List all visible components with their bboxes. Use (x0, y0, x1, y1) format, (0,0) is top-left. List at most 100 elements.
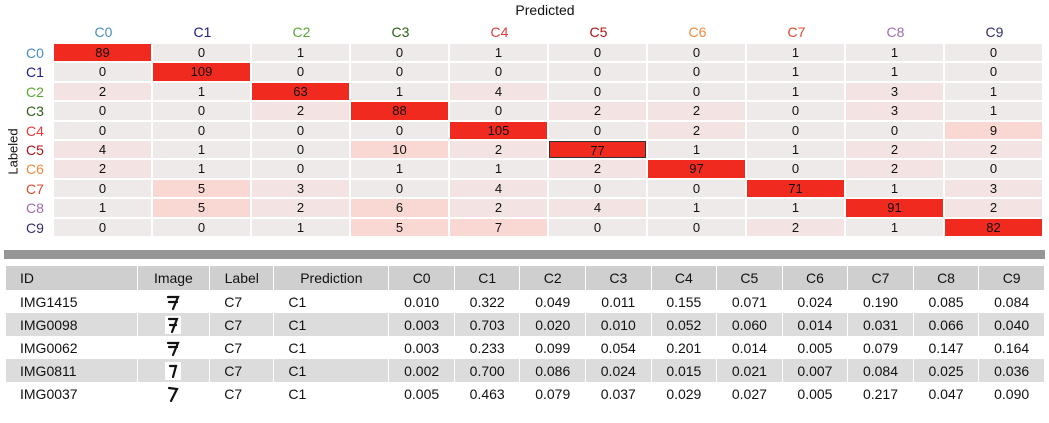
matrix-row-header-c3[interactable]: C3 (26, 103, 44, 120)
matrix-cell[interactable]: 0 (549, 121, 646, 139)
matrix-cell[interactable]: 0 (450, 102, 547, 120)
matrix-cell[interactable]: 0 (945, 63, 1042, 81)
matrix-cell[interactable]: 0 (549, 179, 646, 198)
matrix-cell[interactable]: 88 (351, 102, 448, 120)
matrix-cell[interactable]: 0 (747, 160, 844, 178)
column-header-c9[interactable]: C9 (978, 266, 1045, 290)
matrix-cell[interactable]: 71 (747, 179, 844, 198)
matrix-row-header-c2[interactable]: C2 (26, 83, 44, 100)
matrix-cell[interactable]: 4 (450, 82, 547, 101)
matrix-cell[interactable]: 0 (54, 63, 151, 81)
matrix-cell[interactable]: 0 (153, 121, 250, 139)
matrix-cell[interactable]: 2 (846, 140, 943, 159)
matrix-cell[interactable]: 1 (252, 44, 349, 62)
matrix-cell[interactable]: 0 (54, 102, 151, 120)
matrix-col-header-c8[interactable]: C8 (886, 24, 905, 40)
column-header-c2[interactable]: C2 (519, 266, 587, 290)
matrix-cell[interactable]: 2 (648, 121, 745, 139)
matrix-cell[interactable]: 0 (549, 218, 646, 236)
matrix-cell[interactable]: 2 (54, 82, 151, 101)
matrix-cell[interactable]: 1 (153, 140, 250, 159)
matrix-cell[interactable]: 7 (450, 218, 547, 236)
matrix-cell[interactable]: 2 (450, 199, 547, 217)
matrix-cell[interactable]: 0 (648, 218, 745, 236)
matrix-col-header-c5[interactable]: C5 (589, 24, 608, 40)
matrix-cell[interactable]: 1 (450, 160, 547, 178)
column-header-image[interactable]: Image (137, 266, 211, 290)
matrix-cell[interactable]: 4 (450, 179, 547, 198)
matrix-cell[interactable]: 2 (945, 199, 1042, 217)
matrix-cell[interactable]: 1 (747, 140, 844, 159)
matrix-cell[interactable]: 1 (747, 199, 844, 217)
column-header-id[interactable]: ID (6, 266, 138, 290)
matrix-cell[interactable]: 0 (252, 121, 349, 139)
matrix-cell[interactable]: 0 (648, 179, 745, 198)
matrix-cell[interactable]: 82 (945, 218, 1042, 236)
matrix-cell[interactable]: 0 (747, 102, 844, 120)
matrix-cell[interactable]: 1 (153, 160, 250, 178)
matrix-cell[interactable]: 1 (945, 82, 1042, 101)
matrix-row-header-c5[interactable]: C5 (26, 141, 44, 158)
matrix-cell[interactable]: 1 (450, 44, 547, 62)
matrix-row-header-c6[interactable]: C6 (26, 161, 44, 178)
matrix-cell[interactable]: 1 (846, 179, 943, 198)
matrix-cell[interactable]: 2 (648, 102, 745, 120)
matrix-cell[interactable]: 105 (450, 121, 547, 139)
matrix-cell[interactable]: 9 (945, 121, 1042, 139)
matrix-cell[interactable]: 63 (252, 82, 349, 101)
matrix-cell[interactable]: 0 (153, 218, 250, 236)
matrix-cell[interactable]: 2 (450, 140, 547, 159)
matrix-cell[interactable]: 0 (549, 63, 646, 81)
column-header-label[interactable]: Label (209, 266, 275, 290)
matrix-cell[interactable]: 0 (747, 121, 844, 139)
column-header-prediction[interactable]: Prediction (273, 266, 390, 290)
matrix-cell[interactable]: 0 (54, 121, 151, 139)
matrix-row-header-c4[interactable]: C4 (26, 122, 44, 139)
matrix-cell[interactable]: 1 (54, 199, 151, 217)
table-row[interactable]: IMG0098 C7 C1 0.003 0.703 0.020 0.010 0.052 0.06… (6, 313, 1045, 336)
matrix-cell[interactable]: 3 (252, 179, 349, 198)
matrix-cell[interactable]: 91 (846, 199, 943, 217)
matrix-cell[interactable]: 0 (648, 44, 745, 62)
matrix-cell[interactable]: 1 (747, 63, 844, 81)
table-row[interactable]: IMG0037 C7 C1 0.005 0.463 0.079 0.037 0.029 0.02… (6, 382, 1045, 405)
matrix-cell[interactable]: 0 (648, 82, 745, 101)
table-row[interactable]: IMG1415 C7 C1 0.010 0.322 0.049 0.011 0.155 0.07… (6, 290, 1045, 313)
column-header-c4[interactable]: C4 (651, 266, 718, 290)
matrix-cell[interactable]: 0 (351, 121, 448, 139)
column-header-c7[interactable]: C7 (847, 266, 914, 290)
matrix-col-header-c0[interactable]: C0 (94, 24, 113, 40)
matrix-cell[interactable]: 0 (351, 44, 448, 62)
matrix-cell[interactable]: 2 (549, 160, 646, 178)
matrix-cell[interactable]: 97 (648, 160, 745, 178)
matrix-cell[interactable]: 0 (153, 44, 250, 62)
column-header-c8[interactable]: C8 (913, 266, 980, 290)
matrix-cell[interactable]: 0 (450, 63, 547, 81)
matrix-cell[interactable]: 1 (351, 82, 448, 101)
column-header-c5[interactable]: C5 (716, 266, 783, 290)
matrix-cell[interactable]: 1 (351, 160, 448, 178)
matrix-row-header-c7[interactable]: C7 (26, 180, 44, 197)
matrix-col-header-c2[interactable]: C2 (292, 24, 311, 40)
matrix-row-header-c9[interactable]: C9 (26, 219, 44, 236)
matrix-cell[interactable]: 0 (252, 160, 349, 178)
matrix-cell[interactable]: 77 (549, 140, 646, 159)
matrix-cell[interactable]: 2 (252, 102, 349, 120)
matrix-cell[interactable]: 0 (648, 63, 745, 81)
matrix-cell[interactable]: 0 (945, 160, 1042, 178)
matrix-cell[interactable]: 0 (351, 63, 448, 81)
matrix-cell[interactable]: 0 (54, 179, 151, 198)
matrix-cell[interactable]: 3 (846, 82, 943, 101)
matrix-cell[interactable]: 6 (351, 199, 448, 217)
matrix-col-header-c9[interactable]: C9 (985, 24, 1004, 40)
matrix-cell[interactable]: 0 (846, 121, 943, 139)
matrix-cell[interactable]: 1 (648, 140, 745, 159)
matrix-cell[interactable]: 1 (846, 44, 943, 62)
matrix-cell[interactable]: 0 (351, 179, 448, 198)
matrix-cell[interactable]: 0 (945, 44, 1042, 62)
matrix-cell[interactable]: 2 (54, 160, 151, 178)
matrix-cell[interactable]: 2 (846, 160, 943, 178)
matrix-cell[interactable]: 1 (846, 63, 943, 81)
matrix-cell[interactable]: 2 (252, 199, 349, 217)
matrix-cell[interactable]: 2 (945, 140, 1042, 159)
